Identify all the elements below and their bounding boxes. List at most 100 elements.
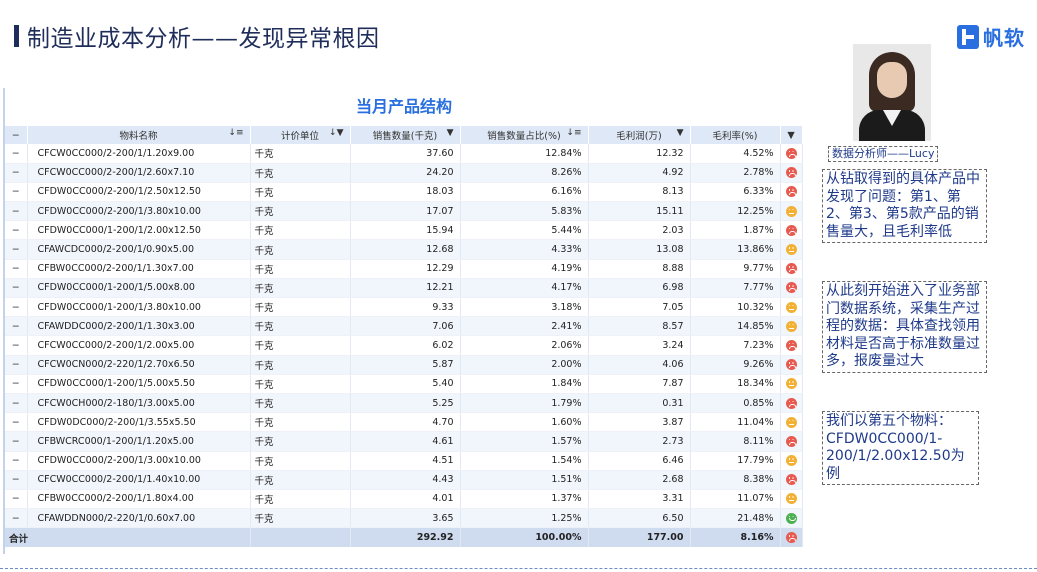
share-cell: 12.84% [460, 144, 589, 164]
row-collapse-icon[interactable]: − [5, 182, 28, 203]
unit-cell: 千克 [250, 470, 351, 490]
margin-cell: 0.85% [690, 393, 781, 414]
row-collapse-icon[interactable]: − [5, 335, 28, 356]
row-collapse-icon[interactable]: − [5, 259, 28, 279]
unit-cell: 千克 [250, 489, 351, 510]
sort-icon[interactable]: ↓▼ [329, 128, 344, 138]
report-panel: 当月产品结构 − 物料名称 ↓≡ 计价单位 ↓▼ 销售数量(千克) ▼ 销售数量占比(… [3, 88, 803, 554]
table-row[interactable]: − CFDW0CC000/2-200/1/3.00x10.00 千克 4.51 1.54… [5, 451, 803, 471]
table-row[interactable]: − CFDW0CC000/2-200/1/3.80x10.00 千克 17.07 5.8… [5, 201, 803, 222]
qty-cell: 12.21 [350, 278, 461, 299]
table-row[interactable]: − CFCW0CN000/2-220/1/2.70x6.50 千克 5.87 2.00%… [5, 355, 803, 375]
col-header-qty[interactable]: 销售数量(千克) ▼ [350, 126, 461, 144]
share-cell: 5.44% [460, 220, 589, 241]
brand-logo: 帆软 [957, 22, 1025, 51]
row-collapse-icon[interactable]: − [5, 144, 28, 164]
sort-icon[interactable]: ↓≡ [566, 128, 582, 138]
row-collapse-icon[interactable]: − [5, 239, 28, 260]
dropdown-arrow-icon[interactable]: ▼ [676, 128, 684, 138]
margin-cell: 11.04% [690, 412, 781, 433]
analyst-label: 数据分析师——Lucy [828, 146, 939, 162]
share-cell: 5.83% [460, 201, 589, 222]
margin-cell: 18.34% [690, 374, 781, 394]
share-cell: 1.57% [460, 431, 589, 452]
margin-cell: 14.85% [690, 316, 781, 337]
material-name: CFBW0CC000/2-200/1/1.30x7.00 [27, 259, 251, 279]
material-name: CFDW0CC000/1-200/1/3.80x10.00 [27, 297, 251, 318]
row-collapse-icon[interactable]: − [5, 297, 28, 318]
row-collapse-icon[interactable]: − [5, 163, 28, 183]
table-row[interactable]: − CFBWCRC000/1-200/1/1.20x5.00 千克 4.61 1.57%… [5, 431, 803, 452]
sort-icon[interactable]: ↓≡ [228, 128, 244, 138]
material-name: CFAWDDC000/2-200/1/1.30x3.00 [27, 316, 251, 337]
table-row[interactable]: − CFDW0CC000/1-200/1/2.00x12.50 千克 15.94 5.4… [5, 220, 803, 241]
row-collapse-icon[interactable]: − [5, 393, 28, 414]
row-collapse-icon[interactable]: − [5, 412, 28, 433]
neutral-face-icon [785, 301, 797, 313]
unit-cell: 千克 [250, 335, 351, 356]
profit-cell: 0.31 [588, 393, 691, 414]
col-header-unit[interactable]: 计价单位 ↓▼ [250, 126, 351, 144]
neutral-face-icon [785, 416, 797, 428]
qty-cell: 3.65 [350, 508, 461, 529]
table-row[interactable]: − CFDW0CC000/1-200/1/3.80x10.00 千克 9.33 3.18… [5, 297, 803, 318]
row-collapse-icon[interactable]: − [5, 508, 28, 529]
table-header: − 物料名称 ↓≡ 计价单位 ↓▼ 销售数量(千克) ▼ 销售数量占比(%) ↓≡ 毛利… [5, 126, 803, 144]
col-header-margin[interactable]: 毛利率(%) [690, 126, 781, 144]
row-collapse-icon[interactable]: − [5, 489, 28, 510]
unit-cell: 千克 [250, 393, 351, 414]
table-row[interactable]: − CFDW0CC000/2-200/1/2.50x12.50 千克 18.03 6.1… [5, 182, 803, 203]
col-header-share[interactable]: 销售数量占比(%) ↓≡ [460, 126, 589, 144]
sad-face-icon [785, 186, 797, 198]
material-name: CFDW0DC000/2-200/1/3.55x5.50 [27, 412, 251, 433]
row-collapse-icon[interactable]: − [5, 316, 28, 337]
material-name: CFAWDDN000/2-220/1/0.60x7.00 [27, 508, 251, 529]
row-collapse-icon[interactable]: − [5, 374, 28, 394]
profit-cell: 13.08 [588, 239, 691, 260]
row-collapse-icon[interactable]: − [5, 451, 28, 471]
table-row[interactable]: − CFCW0CC000/2-200/1/2.60x7.10 千克 24.20 8.26… [5, 163, 803, 183]
neutral-face-icon [785, 205, 797, 217]
col-header-profit[interactable]: 毛利润(万) ▼ [588, 126, 691, 144]
table-row[interactable]: − CFAWDDN000/2-220/1/0.60x7.00 千克 3.65 1.25%… [5, 508, 803, 529]
share-cell: 1.79% [460, 393, 589, 414]
dropdown-arrow-icon[interactable]: ▼ [446, 128, 454, 138]
table-row[interactable]: − CFCW0CC000/2-200/1/1.40x10.00 千克 4.43 1.51… [5, 470, 803, 490]
profit-cell: 3.87 [588, 412, 691, 433]
collapse-all-icon[interactable]: − [5, 126, 28, 144]
margin-cell: 10.32% [690, 297, 781, 318]
table-row[interactable]: − CFCW0CC000/2-200/1/2.00x5.00 千克 6.02 2.06%… [5, 335, 803, 356]
table-row[interactable]: − CFCW0CC000/2-200/1/1.20x9.00 千克 37.60 12.8… [5, 144, 803, 164]
table-row[interactable]: − CFDW0CC000/1-200/1/5.00x5.50 千克 5.40 1.84%… [5, 374, 803, 394]
table-row[interactable]: − CFDW0DC000/2-200/1/3.55x5.50 千克 4.70 1.60%… [5, 412, 803, 433]
status-column-menu-icon[interactable]: ▼ [780, 126, 803, 144]
col-header-name[interactable]: 物料名称 ↓≡ [27, 126, 251, 144]
qty-cell: 9.33 [350, 297, 461, 318]
material-name: CFDW0CC000/1-200/1/2.00x12.50 [27, 220, 251, 241]
unit-cell: 千克 [250, 144, 351, 164]
profit-cell: 4.06 [588, 355, 691, 375]
total-qty: 292.92 [350, 527, 461, 547]
qty-cell: 7.06 [350, 316, 461, 337]
qty-cell: 15.94 [350, 220, 461, 241]
qty-cell: 37.60 [350, 144, 461, 164]
row-collapse-icon[interactable]: − [5, 201, 28, 222]
row-collapse-icon[interactable]: − [5, 220, 28, 241]
table-row[interactable]: − CFBW0CC000/2-200/1/1.80x4.00 千克 4.01 1.37%… [5, 489, 803, 510]
row-collapse-icon[interactable]: − [5, 278, 28, 299]
sad-face-icon [785, 147, 797, 159]
table-row[interactable]: − CFAWDDC000/2-200/1/1.30x3.00 千克 7.06 2.41%… [5, 316, 803, 337]
share-cell: 8.26% [460, 163, 589, 183]
table-row[interactable]: − CFBW0CC000/2-200/1/1.30x7.00 千克 12.29 4.19… [5, 259, 803, 279]
table-row[interactable]: − CFDW0CC000/1-200/1/5.00x8.00 千克 12.21 4.17… [5, 278, 803, 299]
share-cell: 1.37% [460, 489, 589, 510]
material-name: CFBWCRC000/1-200/1/1.20x5.00 [27, 431, 251, 452]
profit-cell: 2.73 [588, 431, 691, 452]
material-name: CFDW0CC000/1-200/1/5.00x5.50 [27, 374, 251, 394]
row-collapse-icon[interactable]: − [5, 355, 28, 375]
table-row[interactable]: − CFCW0CH000/2-180/1/3.00x5.00 千克 5.25 1.79%… [5, 393, 803, 414]
row-collapse-icon[interactable]: − [5, 431, 28, 452]
row-collapse-icon[interactable]: − [5, 470, 28, 490]
qty-cell: 18.03 [350, 182, 461, 203]
table-row[interactable]: − CFAWCDC000/2-200/1/0.90x5.00 千克 12.68 4.33… [5, 239, 803, 260]
